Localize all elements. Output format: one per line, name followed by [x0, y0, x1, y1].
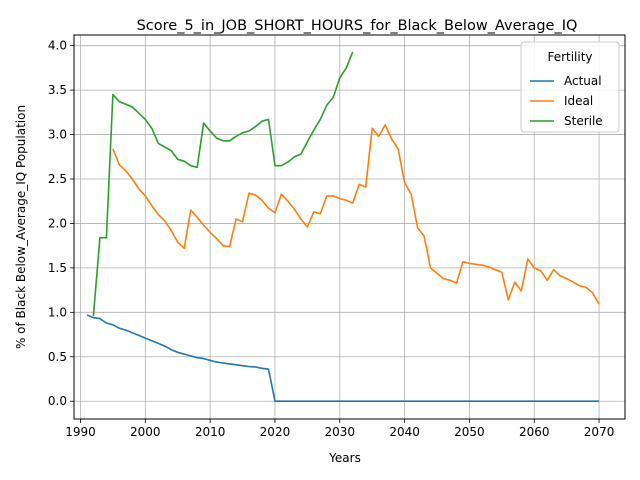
x-tick-label: 2060: [519, 425, 550, 439]
y-tick-label: 1.5: [48, 261, 67, 275]
x-tick-label: 2030: [325, 425, 356, 439]
x-tick-label: 2010: [195, 425, 226, 439]
chart-title: Score_5_in_JOB_SHORT_HOURS_for_Black_Bel…: [137, 18, 578, 34]
x-tick-label: 2040: [389, 425, 420, 439]
y-axis: 0.0 0.5 1.0 1.5 2.0 2.5 3.0 3.5 4.0: [48, 39, 74, 408]
legend-label-actual: Actual: [564, 74, 602, 88]
y-tick-label: 4.0: [48, 39, 67, 53]
plot-lines: [86, 51, 600, 403]
legend-box: [520, 41, 620, 133]
y-tick-label: 3.5: [48, 83, 67, 97]
y-axis-label: % of Black Below_Average_IQ Population: [14, 105, 28, 349]
legend-items: Actual Ideal Sterile: [530, 74, 603, 128]
series-line-actual: [86, 314, 600, 403]
x-tick-label: 2070: [584, 425, 615, 439]
legend: Fertility Actual Ideal Sterile: [520, 41, 620, 133]
x-axis: 1990 2000 2010 2020 2030 2040 2050 2060 2070: [65, 419, 614, 439]
x-tick-label: 2020: [260, 425, 291, 439]
x-tick-label: 2050: [454, 425, 485, 439]
y-tick-label: 0.0: [48, 394, 67, 408]
y-tick-label: 2.5: [48, 172, 67, 186]
y-tick-label: 1.0: [48, 305, 67, 319]
x-tick-label: 1990: [65, 425, 96, 439]
x-tick-label: 2000: [130, 425, 161, 439]
plot-frame: [73, 34, 626, 420]
y-tick-label: 0.5: [48, 350, 67, 364]
series-line-sterile: [92, 51, 354, 316]
y-tick-label: 3.0: [48, 128, 67, 142]
legend-label-sterile: Sterile: [564, 114, 603, 128]
x-axis-label: Years: [328, 451, 361, 465]
series-line-ideal: [112, 124, 600, 305]
legend-label-ideal: Ideal: [564, 94, 593, 108]
y-tick-label: 2.0: [48, 216, 67, 230]
legend-title: Fertility: [547, 50, 592, 64]
